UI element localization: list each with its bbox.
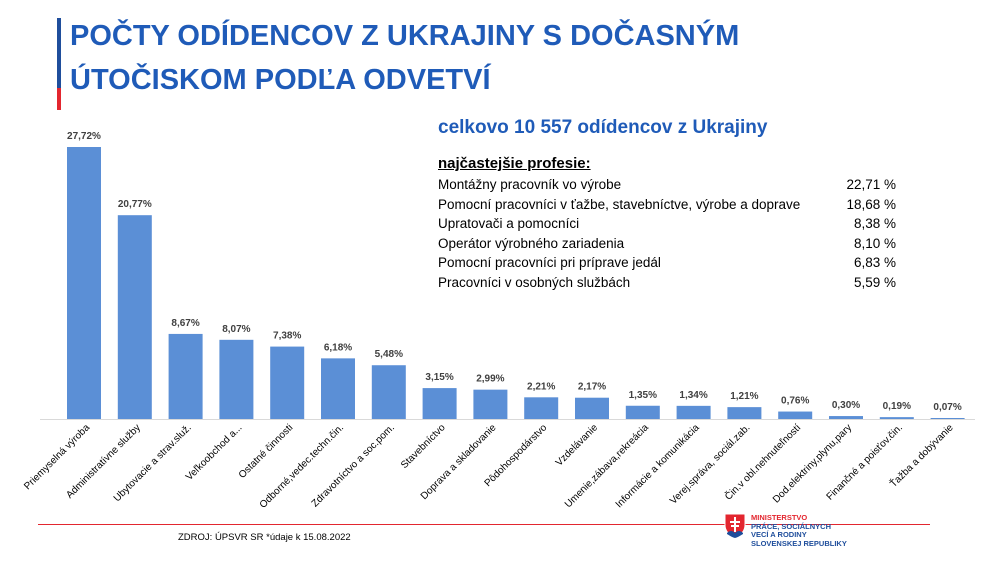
category-label: Ostatné činnosti (237, 422, 295, 480)
bar (117, 215, 152, 419)
profession-name: Pracovníci v osobných službách (438, 274, 631, 290)
bar-value-label: 8,07% (222, 324, 250, 335)
category-label: Odborné,vedec.techn.čin. (258, 422, 346, 510)
page-title: POČTY ODÍDENCOV Z UKRAJINY S DOČASNÝM ÚT… (70, 14, 739, 102)
profession-pct: 6,83 % (853, 255, 896, 271)
bar-value-label: 5,48% (375, 349, 403, 360)
bar-value-label: 7,38% (273, 331, 301, 342)
ministry-line: VECÍ A RODINY (751, 530, 807, 539)
bar-value-label: 1,21% (730, 391, 758, 402)
profession-row: Operátor výrobného zariadenia 8,10 % (436, 234, 898, 254)
bar (168, 333, 203, 419)
bar (575, 397, 609, 419)
bar (930, 418, 965, 419)
bar (625, 405, 660, 419)
ministry-line: SLOVENSKEJ REPUBLIKY (751, 538, 847, 548)
profession-name: Operátor výrobného zariadenia (438, 235, 625, 251)
category-label: Umenie,zábava,rekreácia (563, 422, 651, 510)
profession-pct: 8,10 % (853, 235, 896, 251)
bar-value-label: 0,07% (933, 402, 961, 413)
bar (778, 411, 813, 419)
profession-name: Montážny pracovník vo výrobe (438, 177, 622, 193)
title-accent-bar (57, 18, 61, 88)
bar-value-label: 0,19% (883, 401, 911, 412)
category-label: Zdravotníctvo a soc.pom. (310, 422, 397, 509)
profession-row: Upratovači a pomocníci 8,38 % (436, 214, 898, 234)
bar-value-label: 0,76% (781, 396, 809, 407)
bar (524, 397, 559, 419)
profession-row: Pomocní pracovníci pri príprave jedál 6,… (436, 253, 898, 273)
bar-value-label: 2,99% (476, 374, 504, 385)
bar-value-label: 1,35% (629, 390, 657, 401)
profession-name: Pomocní pracovníci v ťažbe, stavebníctve… (438, 196, 801, 212)
category-label: Informácie a komunikácia (614, 422, 702, 510)
coat-of-arms-icon (724, 513, 746, 539)
bar-value-label: 0,30% (832, 400, 860, 411)
bar (829, 416, 863, 419)
bar-value-label: 8,67% (171, 318, 199, 329)
ministry-line: PRÁCE, SOCIÁLNYCH (751, 521, 832, 531)
profession-pct: 8,38 % (853, 216, 896, 232)
profession-pct: 5,59 % (853, 274, 896, 290)
profession-name: Upratovači a pomocníci (438, 216, 580, 232)
category-label: Stavebníctvo (399, 422, 448, 471)
bar-value-label: 2,21% (527, 381, 555, 392)
bar (219, 339, 254, 419)
profession-row: Pomocní pracovníci v ťažbe, stavebníctve… (436, 195, 898, 215)
profession-pct: 22,71 % (846, 177, 896, 193)
bar (321, 358, 355, 419)
page-title-line-2: ÚTOČISKOM PODĽA ODVETVÍ (70, 64, 491, 96)
category-label: Veľkoobchod a... (184, 422, 245, 483)
bar (422, 388, 457, 419)
bar-value-label: 2,17% (578, 382, 606, 393)
bar-chart: 27,72%Priemyselná výroba20,77%Administra… (22, 131, 975, 511)
bar-value-label: 3,15% (425, 372, 453, 383)
page-title-line-1: POČTY ODÍDENCOV Z UKRAJINY S DOČASNÝM (70, 20, 740, 52)
profession-row: Pracovníci v osobných službách 5,59 % (436, 273, 898, 293)
footer-divider (38, 524, 930, 525)
bar (473, 389, 508, 419)
bar-value-label: 27,72% (67, 131, 101, 142)
bar (67, 147, 101, 419)
bar (727, 407, 762, 419)
bar (879, 417, 914, 419)
bar (371, 365, 406, 419)
bar-value-label: 1,34% (679, 390, 707, 401)
profession-row: Montážny pracovník vo výrobe 22,71 % (436, 175, 898, 195)
bar-value-label: 20,77% (118, 199, 152, 210)
professions-table: Montážny pracovník vo výrobe 22,71 % Pom… (436, 175, 898, 292)
total-count: celkovo 10 557 odídencov z Ukrajiny (438, 117, 768, 138)
ministry-line: MINISTERSTVO (751, 513, 808, 522)
bar (270, 346, 305, 419)
profession-name: Pomocní pracovníci pri príprave jedál (438, 255, 661, 271)
ministry-name: MINISTERSTVO PRÁCE, SOCIÁLNYCH VECÍ A RO… (751, 513, 847, 548)
title-accent-bar-red (57, 88, 61, 110)
profession-pct: 18,68 % (846, 196, 896, 212)
source-note: ZDROJ: ÚPSVR SR *údaje k 15.08.2022 (178, 532, 351, 543)
professions-heading: najčastejšie profesie: (438, 155, 591, 172)
bar (676, 405, 711, 419)
category-label: Vzdelávanie (554, 422, 601, 469)
bar-value-label: 6,18% (324, 342, 352, 353)
